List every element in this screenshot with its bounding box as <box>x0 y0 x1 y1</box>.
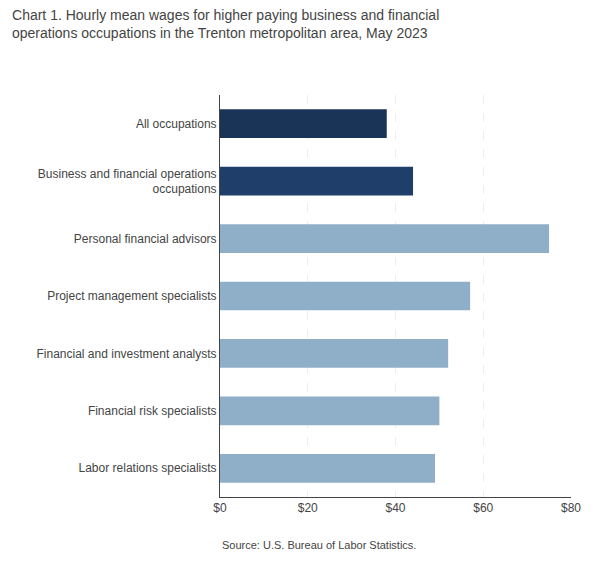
svg-text:$40: $40 <box>385 501 405 515</box>
svg-text:Financial and investment analy: Financial and investment analysts <box>37 347 217 361</box>
svg-text:$60: $60 <box>473 501 493 515</box>
svg-text:$20: $20 <box>298 501 318 515</box>
svg-text:Personal financial advisors: Personal financial advisors <box>74 232 217 246</box>
svg-text:Chart 1. Hourly mean wages for: Chart 1. Hourly mean wages for higher pa… <box>12 7 439 41</box>
svg-text:Labor relations specialists: Labor relations specialists <box>79 461 217 475</box>
svg-text:Business and financial operati: Business and financial operationsoccupat… <box>38 167 217 197</box>
svg-text:Financial risk specialists: Financial risk specialists <box>88 404 217 418</box>
svg-text:$80: $80 <box>561 501 581 515</box>
svg-text:Source: U.S. Bureau of Labor S: Source: U.S. Bureau of Labor Statistics. <box>222 539 416 551</box>
svg-text:All occupations: All occupations <box>136 117 217 131</box>
svg-text:$0: $0 <box>213 501 227 515</box>
svg-text:Project management specialists: Project management specialists <box>47 289 216 303</box>
